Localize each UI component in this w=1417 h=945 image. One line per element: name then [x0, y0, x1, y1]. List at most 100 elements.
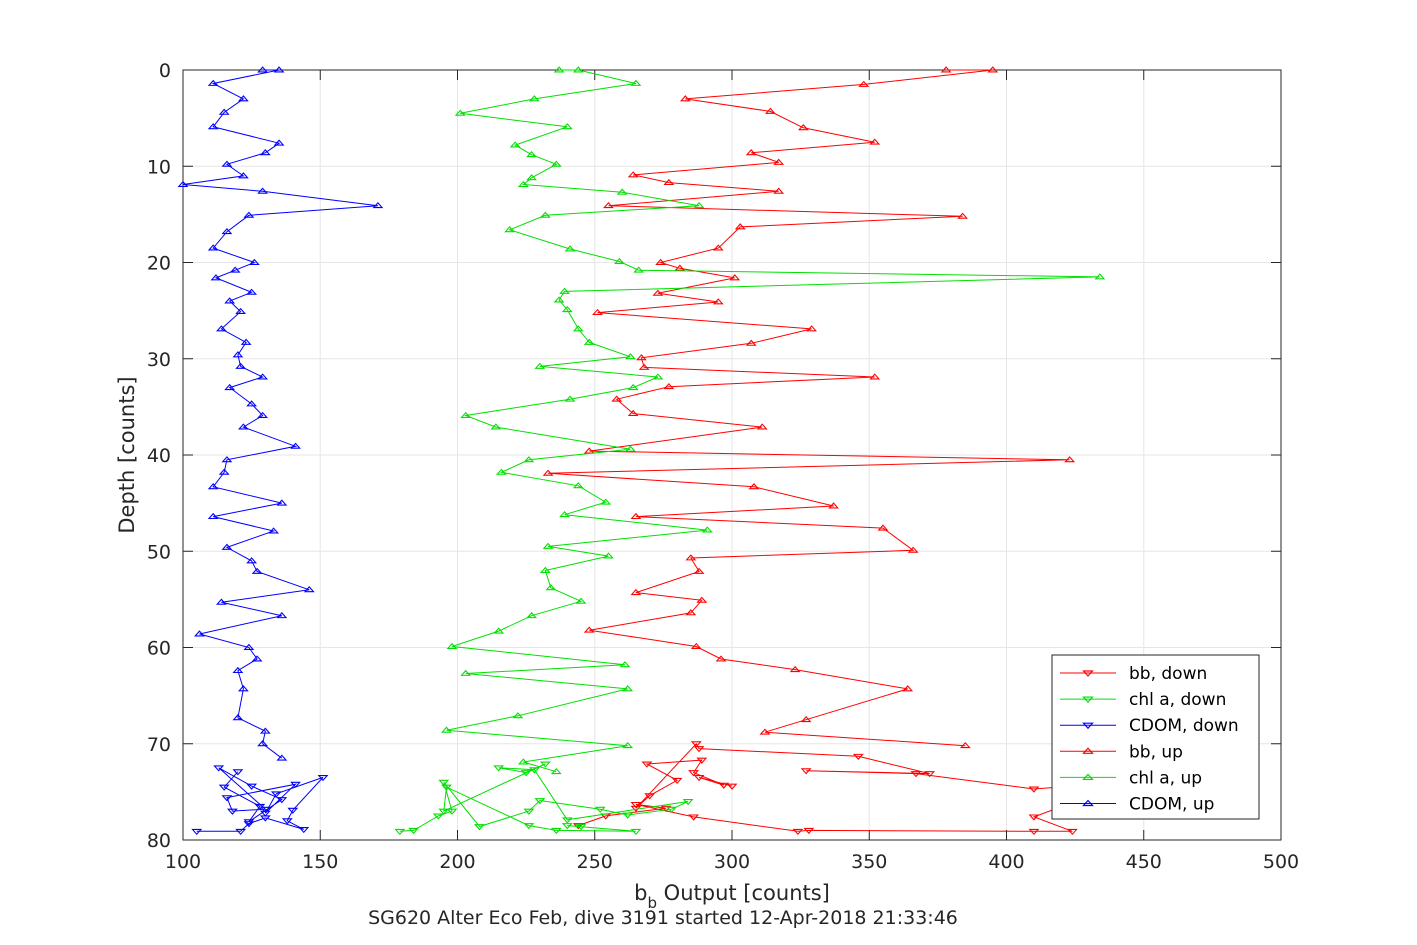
data-point [797, 124, 809, 131]
data-point [712, 298, 724, 305]
data-point [792, 828, 804, 836]
y-axis-label: Depth [counts] [115, 376, 139, 533]
data-point [243, 821, 255, 828]
data-point [663, 178, 675, 186]
data-point [438, 808, 450, 815]
data-point [828, 502, 839, 509]
data-point [627, 171, 639, 178]
data-point [679, 95, 691, 102]
data-point [622, 685, 634, 692]
data-point [550, 767, 562, 775]
data-point [446, 642, 458, 649]
data-point [520, 770, 532, 777]
data-point [627, 383, 639, 391]
y-tick-label: 30 [147, 349, 171, 371]
data-point [539, 566, 551, 573]
data-point [630, 828, 642, 836]
data-point [237, 423, 249, 430]
data-point [715, 655, 727, 662]
data-point [603, 201, 614, 209]
data-point [633, 266, 645, 273]
legend-marker [1082, 799, 1094, 807]
data-point [655, 258, 667, 265]
data-point [229, 266, 241, 273]
data-point [246, 400, 258, 407]
series-chl-a-down [394, 761, 694, 836]
data-point [517, 758, 529, 765]
data-point [276, 754, 288, 761]
data-point [553, 296, 565, 303]
data-point [526, 150, 538, 158]
data-point [191, 828, 203, 836]
series-line-cdom-up [182, 69, 378, 759]
y-tick-label: 70 [147, 734, 171, 756]
data-point [858, 80, 870, 87]
data-point [553, 66, 565, 73]
data-point [693, 774, 705, 782]
data-point [630, 801, 642, 809]
data-point [1064, 456, 1076, 463]
data-point [273, 66, 285, 73]
data-point [290, 781, 301, 788]
data-point [534, 798, 546, 805]
data-point [528, 95, 540, 102]
data-point [504, 226, 516, 233]
data-point [243, 211, 255, 218]
data-point [561, 823, 573, 830]
data-point [803, 827, 815, 835]
data-point [235, 362, 247, 369]
data-point [177, 180, 189, 187]
data-point [625, 445, 636, 452]
data-point [652, 373, 664, 380]
data-point [408, 827, 419, 835]
data-point [572, 66, 584, 73]
data-point [254, 803, 266, 811]
data-point [693, 567, 705, 574]
legend-marker [1082, 773, 1094, 781]
data-point [542, 542, 554, 549]
y-tick-label: 40 [147, 445, 171, 467]
data-point [652, 289, 664, 296]
data-point [517, 180, 529, 187]
data-point [490, 423, 502, 430]
data-point [218, 468, 230, 475]
data-point [216, 325, 227, 332]
data-point [281, 818, 293, 825]
legend-label: CDOM, up [1129, 795, 1214, 815]
x-axis-ticks: 100 150 200 250 300 350 400 450 500 [165, 70, 1299, 873]
data-point [276, 499, 288, 506]
legend-item-bb-down: bb, down [1060, 664, 1207, 684]
data-point [493, 627, 505, 634]
series-line-bb-up [548, 69, 1070, 747]
data-point [869, 138, 881, 145]
legend-item-cdom-up: CDOM, up [1060, 795, 1214, 815]
data-point [907, 546, 919, 553]
data-point [246, 288, 258, 295]
data-point [765, 107, 776, 114]
data-point [276, 797, 288, 804]
data-point [394, 828, 406, 836]
x-tick-label: 100 [165, 851, 201, 873]
data-point [526, 174, 538, 181]
data-point [210, 274, 222, 281]
series-line-chl-a-down [399, 763, 689, 832]
data-point [627, 409, 639, 417]
data-point [246, 783, 258, 790]
data-point [221, 227, 233, 235]
legend-item-chl-a-down: chl a, down [1060, 690, 1226, 710]
data-point [224, 297, 236, 304]
data-point [594, 806, 606, 813]
legend-label: chl a, up [1129, 768, 1202, 788]
data-point [773, 158, 785, 165]
data-point [575, 597, 587, 604]
data-point [257, 66, 269, 73]
y-tick-label: 80 [147, 830, 171, 852]
data-point [959, 741, 971, 749]
series-cdom-down [191, 765, 329, 836]
data-point [243, 643, 255, 650]
data-point [800, 768, 812, 775]
series-line-bb-down [578, 742, 1077, 832]
data-point [259, 149, 271, 156]
data-point [614, 257, 625, 264]
data-point [592, 308, 603, 315]
